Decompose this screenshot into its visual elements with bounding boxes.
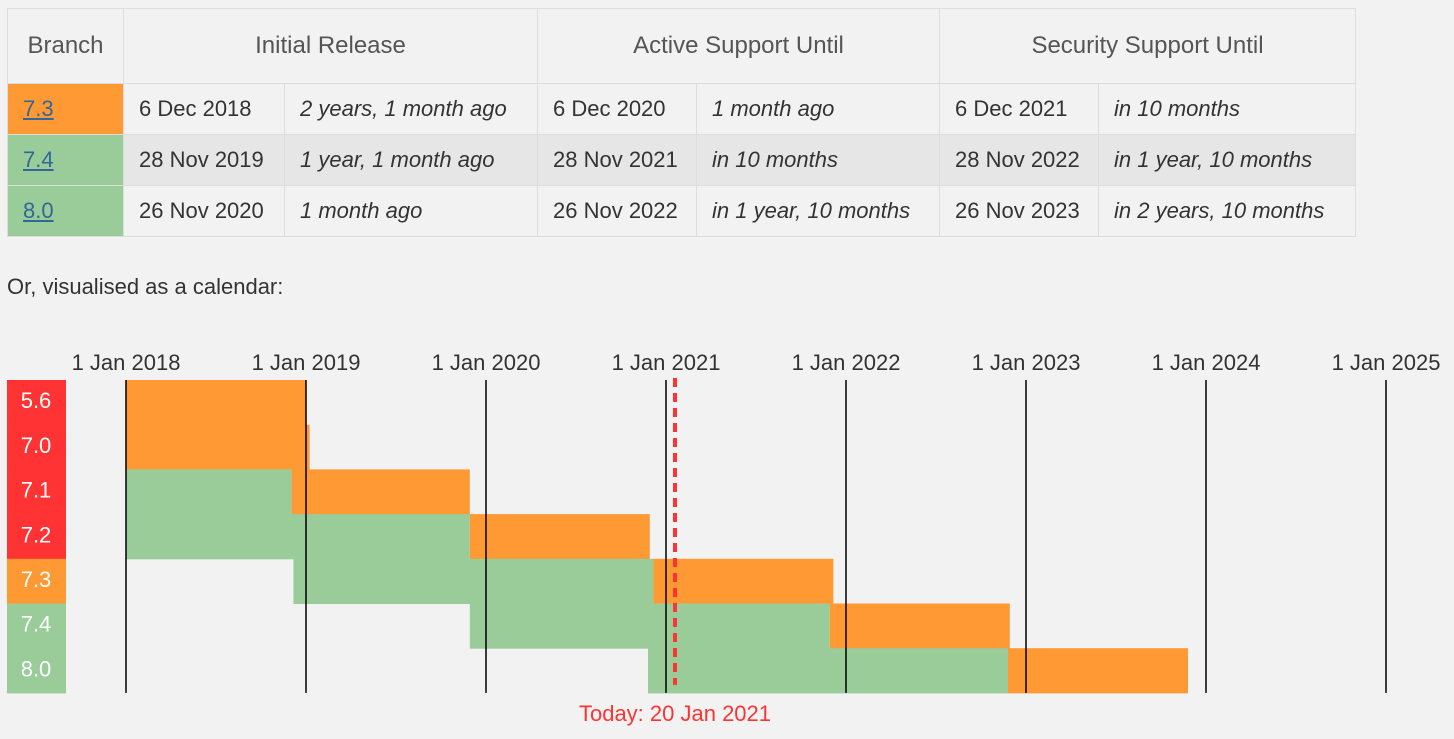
security-bar [291, 469, 470, 515]
table-row: 7.3 6 Dec 2018 2 years, 1 month ago 6 Dec 2… [7, 83, 1356, 135]
relative-date: in 10 months [696, 134, 940, 186]
today-label: Today: 20 Jan 2021 [579, 701, 771, 726]
column-header: Security Support Until [939, 8, 1356, 84]
branch-label-bg [7, 558, 66, 604]
date-cell: 6 Dec 2021 [939, 83, 1099, 135]
active-bar [469, 603, 830, 649]
relative-date: in 2 years, 10 months [1098, 185, 1356, 237]
security-bar [126, 380, 306, 426]
year-label: 1 Jan 2020 [432, 350, 541, 375]
relative-date: 1 month ago [696, 83, 940, 135]
relative-date: in 1 year, 10 months [1098, 134, 1356, 186]
year-label: 1 Jan 2022 [792, 350, 901, 375]
intro-text: Or, visualised as a calendar: [7, 274, 284, 299]
header-row: Branch Initial Release Active Support Unti… [7, 8, 1356, 84]
column-header: Initial Release [123, 8, 538, 84]
date-cell: 28 Nov 2021 [537, 134, 697, 186]
date-cell: 6 Dec 2018 [123, 83, 285, 135]
security-bar [653, 558, 834, 604]
branch-link[interactable]: 7.4 [23, 147, 54, 172]
branch-label-bg [7, 648, 66, 694]
branch-label: 7.0 [21, 433, 52, 458]
year-label: 1 Jan 2025 [1332, 350, 1441, 375]
branch-label-bg [7, 380, 66, 426]
year-label: 1 Jan 2018 [72, 350, 181, 375]
branch-label-bg [7, 469, 66, 515]
year-label: 1 Jan 2024 [1152, 350, 1261, 375]
relative-date: in 10 months [1098, 83, 1356, 135]
branch-label-bg [7, 514, 66, 560]
table-row: 8.0 26 Nov 2020 1 month ago 26 Nov 2022 in 1… [7, 185, 1356, 237]
column-header: Branch [7, 8, 124, 84]
year-label: 1 Jan 2023 [972, 350, 1081, 375]
branch-label: 5.6 [21, 388, 52, 413]
branch-link[interactable]: 8.0 [23, 198, 54, 223]
security-bar [1008, 648, 1188, 694]
table-body: 7.3 6 Dec 2018 2 years, 1 month ago 6 Dec 2… [7, 83, 1356, 237]
branch-label: 8.0 [21, 656, 52, 681]
support-table: Branch Initial Release Active Support Unti… [7, 8, 1356, 237]
date-cell: 26 Nov 2023 [939, 185, 1099, 237]
branch-label: 7.1 [21, 478, 52, 503]
branch-label: 7.4 [21, 612, 52, 637]
date-cell: 6 Dec 2020 [537, 83, 697, 135]
active-bar [126, 514, 470, 560]
branch-label: 7.3 [21, 567, 52, 592]
year-label: 1 Jan 2019 [252, 350, 361, 375]
active-bar [126, 469, 292, 515]
year-label: 1 Jan 2021 [612, 350, 721, 375]
branch-cell: 8.0 [7, 185, 124, 237]
branch-cell: 7.4 [7, 134, 124, 186]
security-bar [126, 424, 310, 470]
branch-cell: 7.3 [7, 83, 124, 135]
date-cell: 28 Nov 2022 [939, 134, 1099, 186]
date-cell: 28 Nov 2019 [123, 134, 285, 186]
branch-label-bg [7, 603, 66, 649]
active-bar [293, 558, 654, 604]
branch-label-bg [7, 424, 66, 470]
relative-date: 2 years, 1 month ago [284, 83, 538, 135]
relative-date: 1 month ago [284, 185, 538, 237]
date-cell: 26 Nov 2020 [123, 185, 285, 237]
column-header: Active Support Until [537, 8, 940, 84]
branch-link[interactable]: 7.3 [23, 96, 54, 121]
table-row: 7.4 28 Nov 2019 1 year, 1 month ago 28 Nov … [7, 134, 1356, 186]
active-bar [648, 648, 1008, 694]
security-bar [469, 514, 650, 560]
relative-date: in 1 year, 10 months [696, 185, 940, 237]
security-bar [829, 603, 1010, 649]
date-cell: 26 Nov 2022 [537, 185, 697, 237]
branch-label: 7.2 [21, 522, 52, 547]
relative-date: 1 year, 1 month ago [284, 134, 538, 186]
